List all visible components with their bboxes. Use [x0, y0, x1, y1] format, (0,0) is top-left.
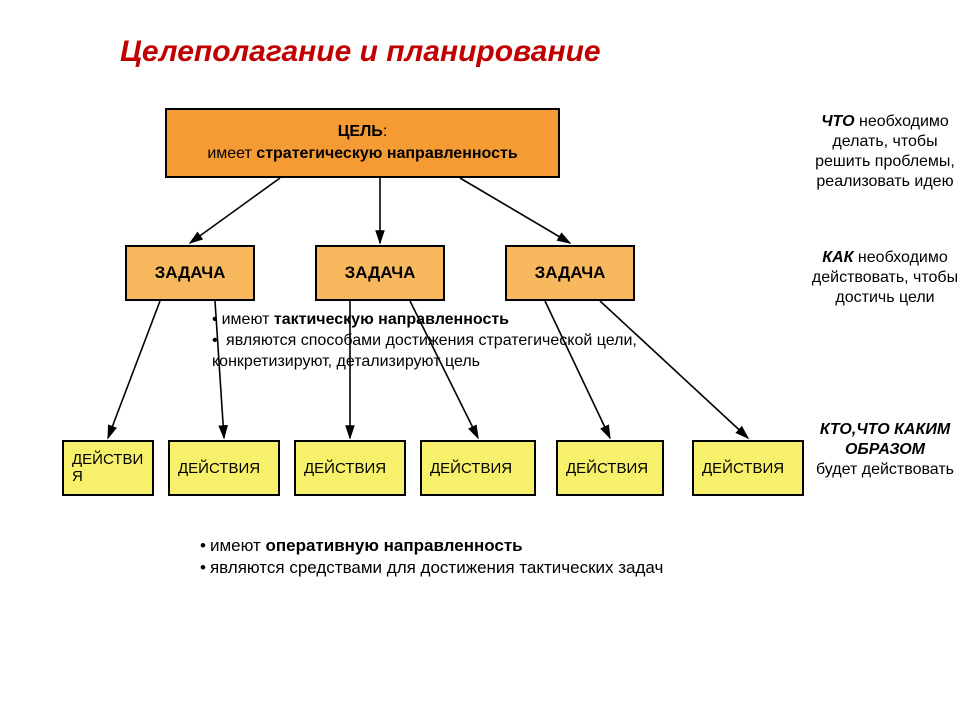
goal-label: ЦЕЛЬ — [338, 123, 383, 140]
action-box-3: ДЕЙСТВИЯ — [294, 440, 406, 496]
task-box-3: ЗАДАЧА — [505, 245, 635, 301]
side-note-who: КТО,ЧТО КАКИМ ОБРАЗОМбудет действовать — [810, 420, 960, 480]
goal-box: ЦЕЛЬ: имеет стратегическую направленност… — [165, 108, 560, 178]
action-box-2: ДЕЙСТВИЯ — [168, 440, 280, 496]
action-box-6: ДЕЙСТВИЯ — [692, 440, 804, 496]
action-box-5: ДЕЙСТВИЯ — [556, 440, 664, 496]
action-box-1: ДЕЙСТВИ Я — [62, 440, 154, 496]
side-note-how: КАК необходимо действовать, чтобы достич… — [810, 248, 960, 308]
task-box-1: ЗАДАЧА — [125, 245, 255, 301]
action-bullets: имеют оперативную направленностьявляются… — [200, 535, 700, 579]
task-bullets: имеют тактическую направленность являютс… — [212, 310, 652, 372]
task-box-2: ЗАДАЧА — [315, 245, 445, 301]
action-box-4: ДЕЙСТВИЯ — [420, 440, 536, 496]
side-note-what: ЧТО необходимо делать, чтобы решить проб… — [810, 112, 960, 192]
page-title: Целеполагание и планирование — [120, 35, 601, 69]
